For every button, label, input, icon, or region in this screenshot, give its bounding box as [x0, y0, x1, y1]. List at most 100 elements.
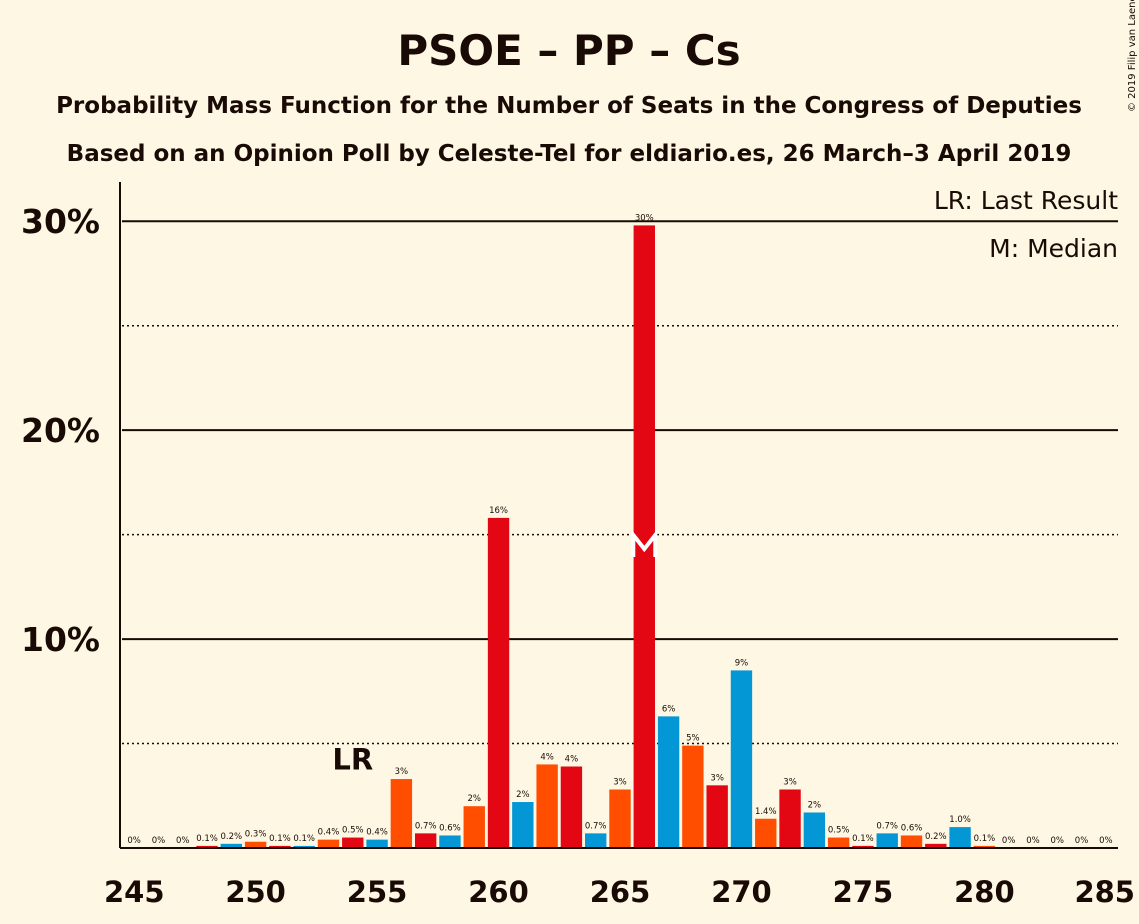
data-label-253: 0.4%	[318, 828, 340, 838]
bar-280	[973, 845, 996, 848]
bar-258	[439, 835, 461, 848]
x-tick-label: 250	[225, 875, 286, 909]
bar-263	[560, 766, 583, 848]
legend-last-result: LR: Last Result	[934, 186, 1118, 215]
bar-257	[414, 833, 437, 848]
gridlines	[122, 220, 1118, 745]
data-label-264: 0.7%	[585, 821, 607, 831]
data-label-261: 2%	[516, 790, 530, 800]
data-label-252: 0.1%	[293, 834, 315, 844]
chart-title: PSOE – PP – Cs	[397, 26, 740, 75]
data-label-278: 0.2%	[925, 832, 947, 842]
x-tick-label: 285	[1074, 875, 1135, 909]
data-label-272: 3%	[783, 778, 797, 788]
data-labels: 0% 0% 0% 0.1% 0.2% 0.3% 0.1% 0.1%0.4% 0.5% 0.4%3%…	[127, 213, 1112, 846]
data-label-257: 0.7%	[415, 821, 437, 831]
data-label-282: 0%	[1026, 836, 1040, 846]
data-label-246: 0%	[152, 836, 166, 846]
copyright-note: © 2019 Filip van Laenen	[1127, 0, 1138, 112]
x-tick-label: 275	[833, 875, 894, 909]
bar-268	[682, 745, 704, 848]
data-label-283: 0%	[1051, 836, 1065, 846]
data-label-275: 0.1%	[852, 834, 874, 844]
data-label-268: 5%	[686, 734, 700, 744]
data-label-256: 3%	[395, 767, 409, 777]
bar-256	[390, 779, 413, 848]
markers: LR	[332, 529, 658, 777]
x-tick-label: 270	[711, 875, 772, 909]
bar-275	[852, 845, 874, 848]
data-label-255: 0.4%	[366, 828, 388, 838]
bar-267	[657, 716, 680, 848]
bar-261	[512, 802, 534, 848]
bar-271	[755, 818, 777, 848]
data-label-284: 0%	[1075, 836, 1089, 846]
data-label-269: 3%	[710, 773, 724, 783]
bar-249	[220, 843, 243, 848]
legend-median: M: Median	[989, 234, 1118, 263]
data-label-271: 1.4%	[755, 807, 777, 817]
y-tick-label: 30%	[21, 202, 100, 241]
data-label-267: 6%	[662, 704, 676, 714]
bar-270	[730, 670, 753, 848]
y-tick-label: 10%	[21, 620, 100, 659]
y-tick-label: 20%	[21, 411, 100, 450]
data-label-285: 0%	[1099, 836, 1113, 846]
bar-248	[196, 845, 218, 848]
data-label-260: 16%	[489, 506, 508, 516]
data-label-265: 3%	[613, 778, 627, 788]
bars	[196, 225, 996, 848]
bar-273	[803, 812, 826, 848]
bar-259	[463, 806, 485, 848]
data-label-248: 0.1%	[196, 834, 218, 844]
axes	[119, 182, 1118, 849]
data-label-277: 0.6%	[901, 823, 923, 833]
bar-265	[609, 789, 631, 848]
data-label-266: 30%	[635, 213, 654, 223]
data-label-274: 0.5%	[828, 826, 850, 836]
bar-279	[949, 827, 971, 848]
data-label-281: 0%	[1002, 836, 1016, 846]
data-label-263: 4%	[565, 755, 579, 765]
data-label-280: 0.1%	[974, 834, 996, 844]
data-label-250: 0.3%	[245, 830, 267, 840]
data-label-273: 2%	[808, 800, 822, 810]
data-label-251: 0.1%	[269, 834, 291, 844]
data-label-258: 0.6%	[439, 823, 461, 833]
bar-272	[779, 789, 801, 848]
bar-255	[366, 839, 388, 848]
x-tick-label: 265	[590, 875, 651, 909]
bar-251	[269, 845, 291, 848]
data-label-262: 4%	[540, 752, 554, 762]
chart-subtitle-1: Probability Mass Function for the Number…	[56, 93, 1082, 119]
last-result-marker: LR	[332, 743, 373, 777]
bar-269	[706, 785, 728, 848]
bar-277	[900, 835, 923, 848]
y-tick-labels: 10% 20% 30%	[21, 202, 100, 659]
bar-252	[293, 845, 315, 848]
data-label-254: 0.5%	[342, 826, 364, 836]
bar-262	[536, 764, 558, 848]
data-label-247: 0%	[176, 836, 190, 846]
data-label-276: 0.7%	[876, 821, 898, 831]
bar-264	[585, 833, 607, 848]
bar-274	[827, 837, 850, 848]
data-label-259: 2%	[467, 794, 481, 804]
x-tick-label: 280	[954, 875, 1015, 909]
bar-266	[633, 225, 655, 848]
chart-subtitle-2: Based on an Opinion Poll by Celeste-Tel …	[67, 141, 1072, 167]
data-label-249: 0.2%	[221, 832, 243, 842]
data-label-270: 9%	[735, 658, 749, 668]
bar-254	[342, 837, 364, 848]
bar-276	[876, 833, 898, 848]
x-tick-label: 260	[468, 875, 529, 909]
x-tick-label: 245	[104, 875, 165, 909]
x-tick-labels: 245 250 255 260 265 270 275 280 285	[104, 875, 1135, 909]
x-tick-label: 255	[347, 875, 408, 909]
bar-253	[317, 839, 340, 848]
bar-278	[925, 843, 947, 848]
bar-260	[487, 517, 510, 848]
median-marker	[631, 529, 658, 557]
data-label-245: 0%	[127, 836, 141, 846]
